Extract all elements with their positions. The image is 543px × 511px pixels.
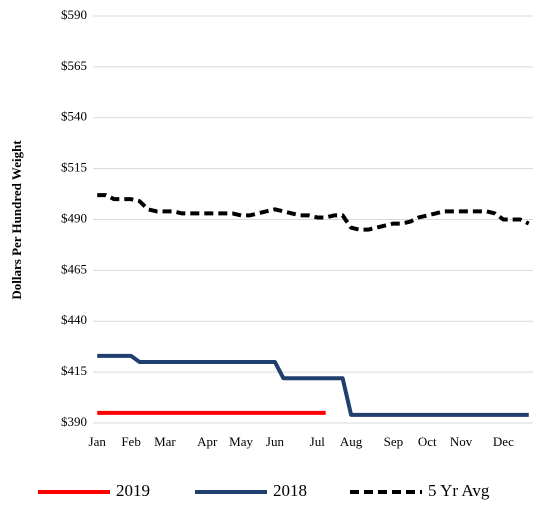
y-tick-label: $390 <box>61 414 87 429</box>
y-tick-label: $490 <box>61 210 87 225</box>
y-tick-label: $540 <box>61 109 87 124</box>
y-tick-label: $590 <box>61 7 87 22</box>
x-tick-label: Jan <box>89 434 107 449</box>
y-axis-title: Dollars Per Hundred Weight <box>9 140 24 300</box>
y-tick-label: $465 <box>61 261 87 276</box>
x-tick-label: Jul <box>310 434 326 449</box>
x-tick-label: Jun <box>266 434 285 449</box>
legend-label: 2018 <box>273 481 307 500</box>
x-tick-label: Oct <box>418 434 437 449</box>
y-tick-label: $415 <box>61 363 87 378</box>
x-tick-label: Nov <box>450 434 473 449</box>
x-tick-label: Apr <box>197 434 218 449</box>
x-tick-label: Sep <box>384 434 404 449</box>
x-tick-label: Mar <box>154 434 176 449</box>
y-tick-label: $440 <box>61 312 87 327</box>
x-tick-label: May <box>229 434 253 449</box>
x-tick-label: Dec <box>493 434 514 449</box>
series-line <box>97 193 530 232</box>
x-tick-label: Aug <box>340 434 363 449</box>
y-tick-label: $515 <box>61 160 87 175</box>
legend-label: 5 Yr Avg <box>428 481 490 500</box>
y-tick-label: $565 <box>61 58 87 73</box>
series-line <box>97 353 529 417</box>
legend-label: 2019 <box>116 481 150 500</box>
x-tick-label: Feb <box>121 434 141 449</box>
